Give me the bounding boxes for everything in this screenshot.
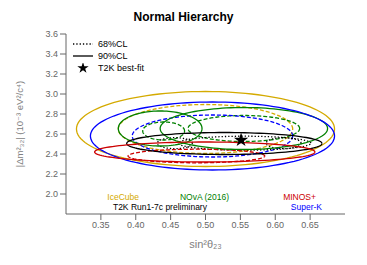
svg-text:3.6: 3.6	[45, 29, 58, 39]
html-text:90%CL: 90%CL	[98, 51, 128, 61]
svg-text:T2K Run1-7c preliminary: T2K Run1-7c preliminary	[113, 202, 208, 212]
html-text:Normal Hierarchy: Normal Hierarchy	[133, 10, 234, 24]
svg-text:sin²θ₂₃: sin²θ₂₃	[189, 238, 222, 250]
svg-text:IceCube: IceCube	[107, 192, 139, 202]
svg-text:2.0: 2.0	[45, 189, 58, 199]
svg-text:|Δm²₃₂| (10⁻³ eV²/c⁴): |Δm²₃₂| (10⁻³ eV²/c⁴)	[14, 81, 25, 168]
html-text:68%CL: 68%CL	[98, 39, 128, 49]
svg-text:2.8: 2.8	[45, 109, 58, 119]
svg-text:MINOS+: MINOS+	[283, 192, 316, 202]
svg-text:NOvA (2016): NOvA (2016)	[180, 192, 229, 202]
svg-text:2.6: 2.6	[45, 129, 58, 139]
html-text:T2K best-fit: T2K best-fit	[98, 63, 144, 73]
svg-text:3.2: 3.2	[45, 69, 58, 79]
svg-text:0.50: 0.50	[197, 220, 215, 230]
svg-text:0.60: 0.60	[266, 220, 284, 230]
svg-text:0.35: 0.35	[92, 220, 110, 230]
svg-text:3.4: 3.4	[45, 49, 58, 59]
svg-text:3.0: 3.0	[45, 89, 58, 99]
svg-text:2.4: 2.4	[45, 149, 58, 159]
svg-text:0.40: 0.40	[127, 220, 145, 230]
svg-text:Super-K: Super-K	[291, 202, 323, 212]
svg-text:2.2: 2.2	[45, 169, 58, 179]
svg-text:0.55: 0.55	[232, 220, 250, 230]
svg-text:0.45: 0.45	[162, 220, 180, 230]
svg-text:0.65: 0.65	[301, 220, 319, 230]
